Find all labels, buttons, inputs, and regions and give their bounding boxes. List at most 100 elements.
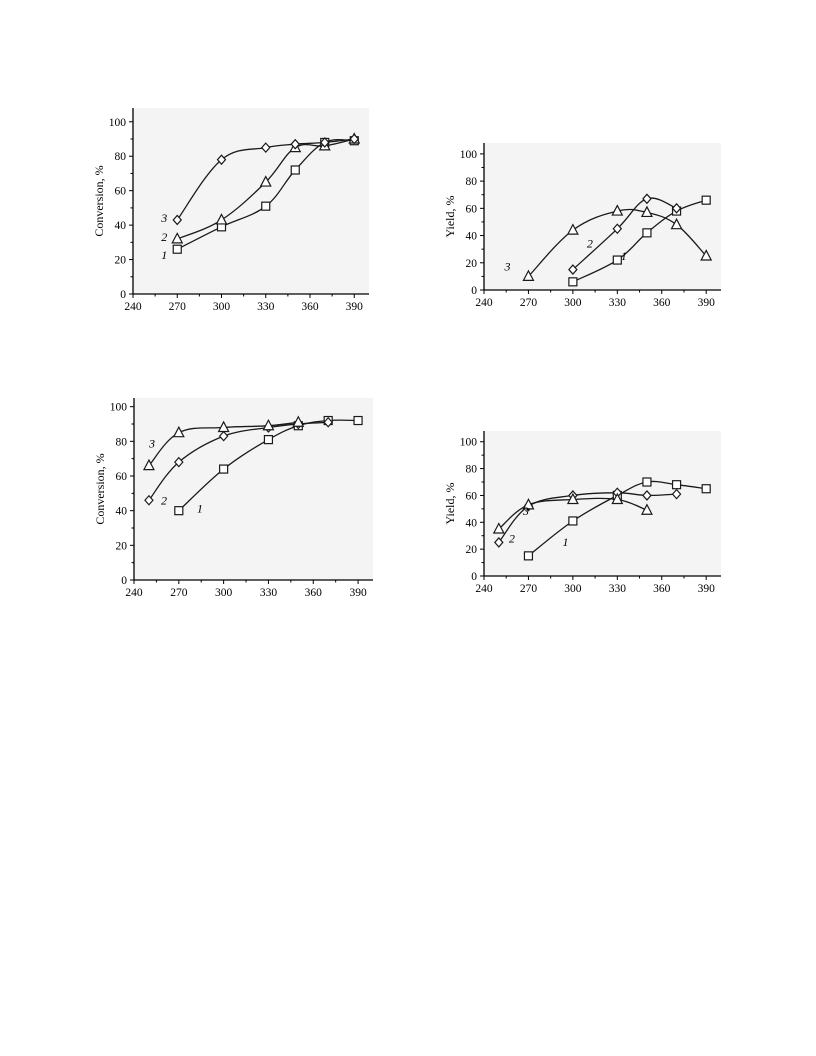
triangle-marker bbox=[217, 420, 230, 433]
x-tick-label: 240 bbox=[475, 583, 493, 595]
diamond-marker bbox=[218, 430, 229, 442]
x-tick-label: 390 bbox=[346, 301, 364, 313]
series-label: 2 bbox=[161, 493, 167, 507]
series-label: 3 bbox=[148, 437, 155, 451]
y-tick-label: 60 bbox=[466, 490, 478, 502]
diamond-marker bbox=[642, 490, 652, 501]
triangle-marker bbox=[611, 204, 624, 216]
x-tick-label: 300 bbox=[564, 297, 582, 309]
y-tick-label: 0 bbox=[121, 575, 127, 587]
triangle-marker bbox=[262, 418, 275, 431]
series-label: 1 bbox=[197, 502, 203, 516]
diamond-marker bbox=[290, 138, 301, 150]
triangle-marker bbox=[142, 458, 155, 471]
diamond-marker bbox=[144, 494, 154, 506]
series-line bbox=[572, 197, 677, 271]
square-marker bbox=[701, 195, 711, 205]
y-tick-label: 100 bbox=[109, 117, 127, 129]
diamond-marker bbox=[172, 214, 183, 226]
series-label: 1 bbox=[621, 249, 627, 263]
x-tick-label: 390 bbox=[698, 583, 716, 595]
square-marker bbox=[642, 477, 652, 487]
square-marker bbox=[642, 228, 652, 238]
x-tick-label: 390 bbox=[698, 297, 716, 309]
x-tick-label: 330 bbox=[609, 583, 627, 595]
y-tick-label: 100 bbox=[460, 149, 478, 161]
x-tick-label: 360 bbox=[301, 301, 319, 313]
triangle-marker bbox=[670, 217, 683, 230]
series-3: 3 bbox=[160, 133, 360, 226]
diamond-marker bbox=[671, 488, 682, 500]
y-tick-label: 100 bbox=[460, 437, 478, 449]
square-marker bbox=[263, 435, 274, 445]
triangle-marker bbox=[215, 213, 228, 225]
series-label: 3 bbox=[522, 504, 529, 518]
square-marker bbox=[261, 201, 271, 211]
chart-panel-1: 240 270 300 330 360 390 0 20 40 60 80 100 Conversion… bbox=[92, 108, 369, 313]
square-marker bbox=[523, 551, 534, 561]
y-tick-label: 80 bbox=[116, 436, 128, 448]
x-tick-label: 270 bbox=[520, 583, 538, 595]
square-marker bbox=[172, 244, 182, 254]
y-tick-label: 20 bbox=[115, 255, 127, 267]
series-label: 2 bbox=[509, 531, 515, 545]
x-tick-label: 240 bbox=[475, 297, 493, 309]
chart-panel-3: 240 270 300 330 360 390 0 20 40 60 80 100 Conversion… bbox=[93, 398, 373, 599]
series-2: 2 bbox=[568, 193, 682, 275]
x-tick-label: 330 bbox=[257, 301, 275, 313]
diamond-marker bbox=[612, 223, 623, 235]
series-label: 3 bbox=[503, 259, 510, 273]
triangle-marker bbox=[700, 249, 713, 261]
series-label: 1 bbox=[161, 248, 167, 262]
triangle-marker bbox=[292, 415, 305, 427]
y-tick-label: 80 bbox=[466, 464, 478, 476]
y-tick-label: 20 bbox=[466, 258, 478, 270]
square-marker bbox=[353, 415, 363, 426]
x-tick-label: 240 bbox=[125, 587, 143, 599]
triangle-marker bbox=[172, 425, 185, 438]
y-tick-label: 60 bbox=[466, 203, 478, 215]
series-label: 3 bbox=[160, 211, 167, 225]
x-tick-label: 240 bbox=[124, 301, 142, 313]
triangle-marker bbox=[640, 205, 653, 218]
y-tick-label: 40 bbox=[116, 506, 128, 518]
x-tick-label: 300 bbox=[215, 587, 233, 599]
diamond-marker bbox=[319, 137, 330, 148]
triangle-marker bbox=[171, 232, 184, 244]
square-marker bbox=[568, 277, 578, 287]
y-tick-label: 80 bbox=[466, 176, 478, 188]
x-tick-label: 270 bbox=[170, 587, 188, 599]
x-tick-label: 360 bbox=[653, 297, 671, 309]
diamond-marker bbox=[174, 456, 184, 468]
square-marker bbox=[612, 255, 622, 265]
x-tick-label: 390 bbox=[349, 587, 367, 599]
y-axis-label: Conversion, % bbox=[93, 453, 107, 524]
x-tick-label: 360 bbox=[305, 587, 323, 599]
y-tick-label: 40 bbox=[115, 220, 127, 232]
y-axis-label: Yield, % bbox=[443, 483, 457, 525]
triangle-marker bbox=[522, 269, 535, 281]
series-3: 3 bbox=[503, 204, 713, 281]
y-tick-label: 40 bbox=[466, 231, 478, 243]
y-axis-label: Yield, % bbox=[443, 196, 457, 238]
diamond-marker bbox=[323, 416, 333, 428]
y-tick-label: 20 bbox=[466, 544, 478, 556]
triangle-marker bbox=[259, 175, 272, 187]
square-marker bbox=[568, 516, 578, 526]
square-marker bbox=[290, 165, 300, 175]
square-marker bbox=[701, 484, 711, 494]
diamond-marker bbox=[671, 202, 682, 214]
diamond-marker bbox=[642, 193, 652, 205]
triangle-marker bbox=[566, 492, 579, 505]
plot-area bbox=[133, 108, 369, 294]
triangle-marker bbox=[611, 492, 624, 505]
x-tick-label: 330 bbox=[260, 587, 278, 599]
diamond-marker bbox=[494, 537, 504, 548]
x-tick-label: 300 bbox=[564, 583, 582, 595]
chart-panel-4: 240 270 300 330 360 390 0 20 40 60 80 100 Yield, % 1 2… bbox=[443, 431, 721, 595]
y-axis-label: Conversion, % bbox=[92, 165, 106, 236]
series-3: 3 bbox=[492, 492, 653, 534]
x-tick-label: 330 bbox=[609, 297, 627, 309]
y-tick-label: 40 bbox=[466, 517, 478, 529]
